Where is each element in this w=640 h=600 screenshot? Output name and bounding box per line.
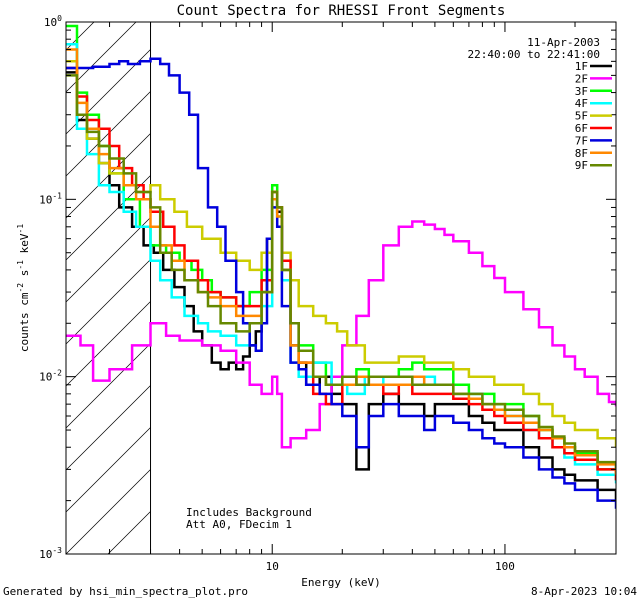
series-9F	[66, 74, 616, 470]
legend-label-6F: 6F	[575, 122, 588, 135]
series-8F	[66, 48, 616, 475]
series-2F	[66, 220, 616, 449]
x-tick-label: 10	[266, 560, 279, 573]
y-tick-label: 10-3	[39, 546, 62, 561]
series-5F	[66, 60, 616, 448]
annotation-attenuator: Att A0, FDecim 1	[186, 518, 292, 531]
y-tick-label: 10-2	[39, 369, 62, 384]
legend-label-2F: 2F	[575, 72, 588, 85]
footer-generated: Generated by hsi_min_spectra_plot.pro	[3, 585, 249, 598]
footer-timestamp: 8-Apr-2023 10:04	[531, 585, 637, 598]
legend-label-1F: 1F	[575, 60, 588, 73]
hatch-line	[66, 132, 151, 219]
legend-label-3F: 3F	[575, 85, 588, 98]
y-axis-label: counts cm-2 s-1 keV-1	[16, 224, 31, 352]
y-tick-label: 100	[44, 14, 62, 29]
annotation-background: Includes Background	[186, 506, 312, 519]
x-axis-label: Energy (keV)	[301, 576, 380, 589]
legend-date: 11-Apr-2003	[527, 36, 600, 49]
legend-label-5F: 5F	[575, 110, 588, 123]
y-tick-label: 10-1	[39, 191, 62, 206]
hatch-line	[66, 384, 151, 471]
axis-ticks: 10 100 100 10-1 10-2 10-3	[39, 14, 617, 573]
hatch-line	[66, 426, 151, 513]
legend-label-9F: 9F	[575, 159, 588, 172]
x-tick-label: 100	[495, 560, 515, 573]
legend-label-4F: 4F	[575, 97, 588, 110]
excluded-region-hatch	[66, 22, 151, 554]
legend-time-range: 22:40:00 to 22:41:00	[468, 48, 600, 61]
legend: 11-Apr-2003 22:40:00 to 22:41:00 1F2F3F4…	[468, 36, 612, 172]
series-lines	[66, 24, 616, 509]
legend-label-7F: 7F	[575, 134, 588, 147]
series-1F	[66, 71, 616, 501]
chart-title: Count Spectra for RHESSI Front Segments	[177, 3, 506, 19]
legend-label-8F: 8F	[575, 147, 588, 160]
hatch-line	[66, 174, 151, 261]
plot-frame	[65, 21, 617, 555]
